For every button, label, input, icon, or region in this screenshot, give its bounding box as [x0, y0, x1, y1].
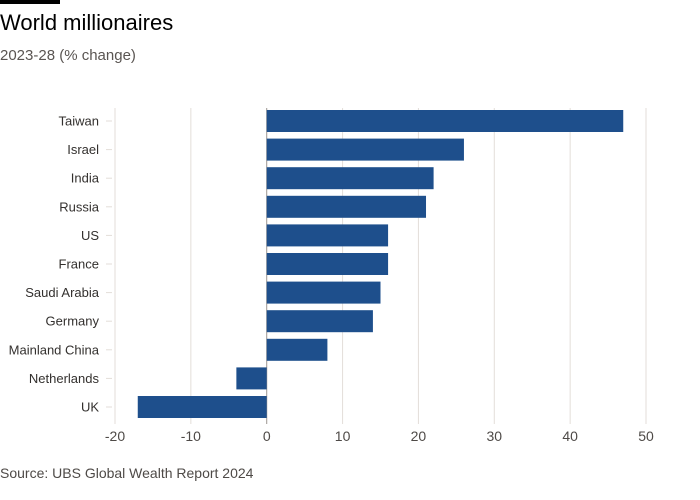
bar-chart: Taiwan Israel India Russia US France Saudi Ara…: [9, 108, 654, 444]
bar: [266, 253, 389, 275]
category-label: Saudi Arabia: [25, 285, 99, 300]
category-label: UK: [81, 400, 99, 415]
category-label: Mainland China: [9, 342, 100, 357]
top-rule: [0, 0, 60, 4]
x-tick-label: 50: [638, 428, 654, 444]
category-label: US: [81, 228, 99, 243]
bar: [266, 224, 389, 247]
bar: [266, 281, 381, 304]
bar: [137, 396, 267, 418]
category-label: Taiwan: [59, 114, 99, 129]
category-label: Israel: [67, 142, 99, 157]
chart-title: World millionaires: [0, 10, 174, 35]
bar: [266, 310, 373, 333]
bar: [266, 110, 624, 132]
bar: [266, 338, 328, 361]
x-tick-label: 40: [562, 428, 578, 444]
x-tick-label: 20: [411, 428, 427, 444]
x-tick-label: 0: [263, 428, 271, 444]
x-tick-label: -20: [105, 428, 125, 444]
x-tick-label: 10: [335, 428, 351, 444]
category-label: France: [59, 257, 99, 272]
category-label: India: [71, 171, 100, 186]
category-label: Russia: [59, 199, 100, 214]
category-label: Netherlands: [29, 371, 100, 386]
source-note: Source: UBS Global Wealth Report 2024: [0, 465, 254, 481]
category-label: Germany: [46, 314, 100, 329]
chart-subtitle: 2023-28 (% change): [0, 47, 136, 64]
x-tick-label: -10: [181, 428, 201, 444]
bar: [266, 138, 464, 161]
bar: [236, 367, 267, 390]
x-axis-tick-labels: -20 -10 0 10 20 30 40 50: [105, 428, 654, 444]
bars: [137, 110, 624, 418]
bar: [266, 195, 427, 218]
bar: [266, 167, 434, 190]
category-labels: Taiwan Israel India Russia US France Saudi Ara…: [9, 114, 112, 415]
x-tick-label: 30: [486, 428, 502, 444]
